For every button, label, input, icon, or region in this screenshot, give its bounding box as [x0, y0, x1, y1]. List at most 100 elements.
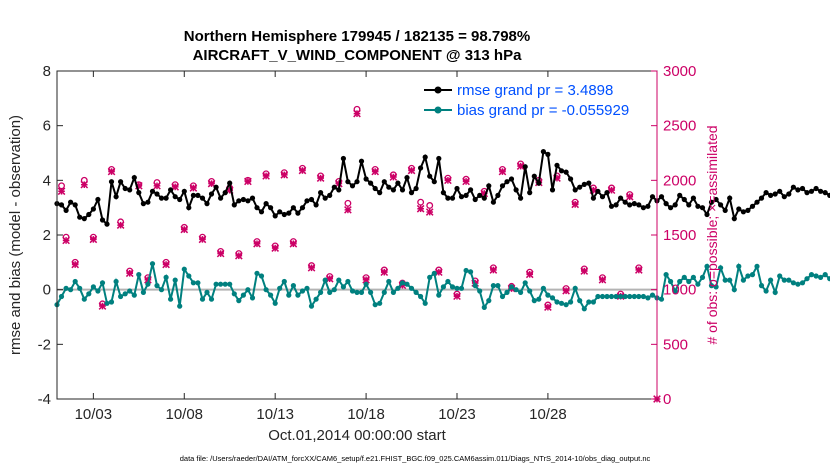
bias-point	[395, 285, 401, 291]
rmse-point	[527, 190, 533, 196]
rmse-point	[240, 196, 246, 203]
bias-point	[813, 273, 819, 279]
rmse-point	[227, 180, 233, 186]
bias-point	[790, 280, 797, 286]
obs-assimilated-point	[316, 174, 325, 182]
rmse-point	[722, 207, 728, 213]
obs-assimilated-point	[298, 166, 307, 175]
rmse-point	[745, 207, 751, 213]
obs-assimilated-point	[289, 239, 298, 248]
rmse-point	[463, 192, 469, 198]
rmse-point	[322, 195, 328, 201]
bias-point	[113, 278, 119, 285]
bias-point	[818, 274, 824, 280]
bias-point	[581, 306, 587, 312]
bias-point	[440, 284, 446, 290]
rmse-point	[345, 179, 351, 185]
y-left-tick-label: -2	[38, 336, 51, 353]
rmse-point	[481, 195, 487, 201]
bias-point	[208, 296, 215, 302]
rmse-point	[408, 190, 415, 196]
bias-point	[445, 278, 451, 285]
rmse-point	[218, 195, 224, 201]
obs-assimilated-point	[325, 274, 334, 283]
rmse-point	[449, 195, 456, 201]
bias-point	[268, 292, 274, 298]
y-left-tick-label: 0	[43, 282, 51, 299]
bias-point	[427, 274, 433, 280]
bias-point	[308, 303, 315, 309]
obs-assimilated-point	[544, 303, 552, 311]
bias-point	[72, 278, 78, 285]
rmse-point	[486, 183, 492, 189]
rmse-point	[695, 203, 701, 209]
rmse-point	[786, 191, 792, 197]
rmse-point	[754, 199, 760, 205]
rmse-point	[454, 185, 460, 192]
obs-assimilated-point	[198, 235, 207, 244]
rmse-point	[354, 179, 360, 185]
bias-point	[531, 298, 537, 304]
y-left-tick-label: -4	[38, 391, 51, 408]
bias-point	[449, 284, 456, 290]
obs-assimilated-point	[462, 177, 470, 186]
rmse-point	[458, 194, 465, 200]
rmse-point	[649, 194, 656, 200]
rmse-point	[772, 191, 778, 197]
rmse-point	[422, 154, 428, 160]
bias-point	[399, 280, 406, 286]
rmse-point	[658, 194, 665, 200]
obs-assimilated-point	[89, 235, 98, 244]
chart-title-line1: Northern Hemisphere 179945 / 182135 = 98…	[184, 28, 530, 45]
rmse-point	[608, 203, 615, 209]
rmse-point	[145, 199, 151, 205]
bias-point	[749, 272, 756, 278]
bias-point	[595, 293, 601, 300]
obs-assimilated-point	[425, 208, 434, 216]
bias-point	[286, 292, 292, 298]
rmse-point	[236, 198, 242, 204]
bias-point	[127, 288, 133, 294]
rmse-point	[299, 205, 306, 211]
bias-point	[558, 300, 565, 306]
y-axis-right-label: # of obs: o=possible; ×=assimilated	[704, 125, 720, 344]
bias-point	[281, 278, 287, 285]
bias-point	[545, 292, 551, 298]
bias-point	[740, 277, 747, 283]
rmse-point	[554, 162, 560, 168]
rmse-point	[108, 179, 115, 185]
rmse-point	[268, 205, 274, 211]
rmse-point	[368, 180, 374, 186]
rmse-point	[381, 179, 387, 185]
bias-point	[690, 274, 697, 280]
rmse-point	[504, 179, 510, 185]
rmse-point	[699, 205, 706, 211]
bias-point	[413, 289, 419, 295]
bias-point	[199, 296, 206, 302]
bias-point	[786, 277, 792, 283]
rmse-point	[618, 195, 624, 201]
rmse-point	[245, 198, 251, 204]
rmse-point	[499, 183, 506, 189]
obs-assimilated-point	[380, 268, 389, 277]
rmse-point	[99, 217, 106, 223]
rmse-point	[113, 194, 119, 200]
rmse-point	[168, 187, 174, 193]
rmse-point	[522, 164, 528, 170]
rmse-point	[822, 190, 828, 196]
bias-point	[172, 277, 178, 283]
rmse-point	[768, 192, 774, 198]
obs-assimilated-point	[216, 249, 225, 258]
bias-point	[431, 270, 437, 276]
rmse-point	[149, 188, 156, 194]
rmse-point	[118, 179, 124, 185]
rmse-point	[813, 185, 819, 192]
bias-point	[572, 285, 578, 291]
bias-point	[322, 277, 328, 283]
bias-point	[736, 263, 742, 269]
rmse-point	[808, 188, 815, 194]
rmse-point	[690, 195, 697, 201]
rmse-point	[281, 211, 287, 218]
obs-assimilated-point	[634, 266, 643, 274]
rmse-point	[477, 192, 483, 198]
